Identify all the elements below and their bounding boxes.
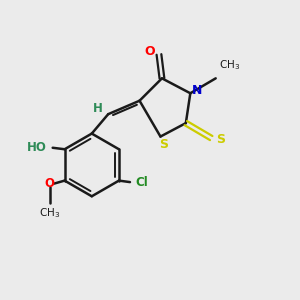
Text: Cl: Cl (135, 176, 148, 189)
Text: O: O (45, 177, 55, 190)
Text: CH$_3$: CH$_3$ (219, 58, 240, 72)
Text: S: S (159, 137, 168, 151)
Text: CH$_3$: CH$_3$ (39, 206, 60, 220)
Text: O: O (145, 45, 155, 58)
Text: N: N (192, 84, 202, 97)
Text: H: H (93, 102, 103, 115)
Text: S: S (216, 133, 225, 146)
Text: HO: HO (27, 141, 47, 154)
